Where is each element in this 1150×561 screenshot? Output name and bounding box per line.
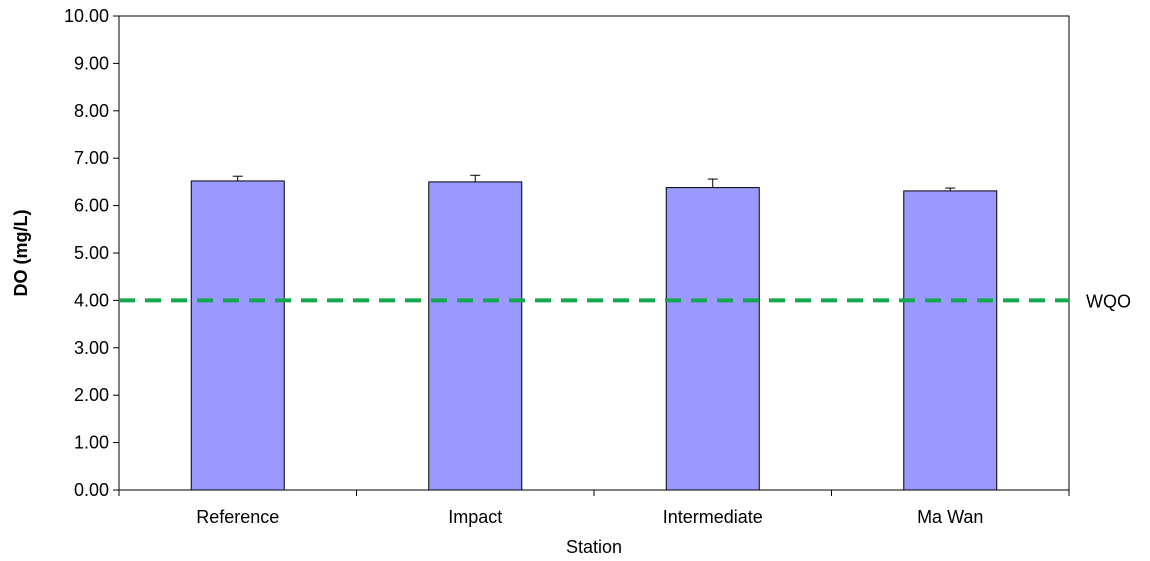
y-tick-label: 8.00: [74, 101, 109, 121]
x-tick-label: Intermediate: [663, 507, 763, 527]
y-tick-label: 5.00: [74, 243, 109, 263]
x-axis-ticks: Reference Impact Intermediate Ma Wan: [118, 490, 1070, 527]
y-tick-label: 10.00: [64, 6, 109, 26]
wqo-label: WQO: [1086, 291, 1131, 311]
bar-reference: [190, 180, 285, 491]
error-bars: [232, 174, 956, 191]
bars: [190, 180, 998, 491]
y-tick-label: 1.00: [74, 433, 109, 453]
y-tick-label: 3.00: [74, 338, 109, 358]
y-tick-label: 4.00: [74, 290, 109, 310]
bar-intermediate: [665, 187, 760, 491]
x-tick-label: Reference: [196, 507, 279, 527]
y-tick-label: 7.00: [74, 148, 109, 168]
x-axis-title: Station: [566, 537, 622, 557]
y-tick-label: 9.00: [74, 53, 109, 73]
y-axis-ticks: 0.00 1.00 2.00 3.00 4.00 5.00 6.00 7.00 8.00 9.00…: [64, 6, 119, 500]
bar-ma-wan: [903, 190, 998, 491]
x-tick-label: Impact: [448, 507, 502, 527]
bar-impact: [428, 181, 523, 491]
y-tick-label: 6.00: [74, 196, 109, 216]
y-axis-title: DO (mg/L): [11, 210, 31, 297]
y-tick-label: 0.00: [74, 480, 109, 500]
y-tick-label: 2.00: [74, 385, 109, 405]
x-tick-label: Ma Wan: [917, 507, 983, 527]
